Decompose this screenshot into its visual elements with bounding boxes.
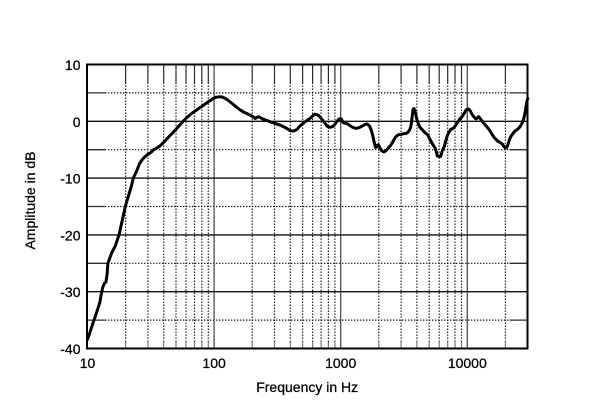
svg-text:Frequency in Hz: Frequency in Hz — [256, 379, 358, 395]
svg-text:-30: -30 — [60, 284, 80, 300]
svg-text:-20: -20 — [60, 227, 80, 243]
svg-text:0: 0 — [73, 114, 81, 130]
svg-text:10: 10 — [65, 57, 81, 73]
svg-text:1000: 1000 — [325, 355, 356, 371]
svg-text:-40: -40 — [60, 341, 80, 357]
svg-text:-10: -10 — [60, 171, 80, 187]
svg-text:10: 10 — [80, 355, 96, 371]
svg-text:10000: 10000 — [448, 355, 487, 371]
svg-text:100: 100 — [202, 355, 226, 371]
svg-text:Amplitude in dB: Amplitude in dB — [22, 151, 38, 249]
